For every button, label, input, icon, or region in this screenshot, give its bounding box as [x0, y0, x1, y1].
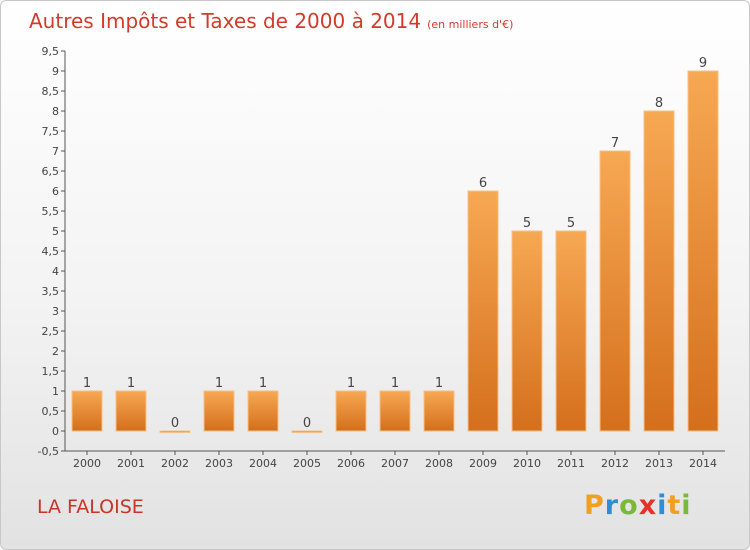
data-label-2000: 1 — [83, 376, 91, 391]
logo-letter: t — [667, 490, 682, 521]
y-tick-label: 6,5 — [42, 165, 60, 178]
y-tick-label: 0 — [52, 425, 59, 438]
proxiti-logo: Proxiti — [584, 490, 692, 521]
data-label-2002: 0 — [171, 416, 179, 431]
data-label-2012: 7 — [611, 136, 619, 151]
x-tick-label: 2009 — [469, 457, 497, 470]
y-tick-label: 7,5 — [42, 125, 60, 138]
data-label-2006: 1 — [347, 376, 355, 391]
bar-2001 — [115, 390, 147, 432]
y-tick-label: 8 — [52, 105, 59, 118]
bar-2007 — [379, 390, 411, 432]
x-tick-label: 2013 — [645, 457, 673, 470]
data-label-2009: 6 — [479, 176, 487, 191]
x-tick-label: 2001 — [117, 457, 145, 470]
y-tick-label: 6 — [52, 185, 59, 198]
x-tick-label: 2014 — [689, 457, 717, 470]
bar-2009 — [467, 190, 499, 432]
bar-2014 — [687, 70, 719, 432]
data-label-2003: 1 — [215, 376, 223, 391]
bar-2004 — [247, 390, 279, 432]
x-tick-label: 2008 — [425, 457, 453, 470]
data-label-2008: 1 — [435, 376, 443, 391]
x-tick-label: 2007 — [381, 457, 409, 470]
x-tick-label: 2010 — [513, 457, 541, 470]
y-tick-label: 0,5 — [42, 405, 60, 418]
bar-2005 — [291, 430, 323, 433]
y-tick-label: 3 — [52, 305, 59, 318]
x-tick-label: 2012 — [601, 457, 629, 470]
y-tick-label: 8,5 — [42, 85, 60, 98]
x-tick-label: 2002 — [161, 457, 189, 470]
x-tick-label: 2005 — [293, 457, 321, 470]
chart-axes: -0,5 0 0,5 1 1,5 2 2,5 3 3,5 4 4,5 5 5,5 6 6,5 7 7,5 8 8,5… — [38, 45, 725, 470]
bar-2000 — [71, 390, 103, 432]
y-tick-label: 9,5 — [42, 45, 60, 58]
bar-2011 — [555, 230, 587, 432]
data-label-2007: 1 — [391, 376, 399, 391]
bar-2002 — [159, 430, 191, 433]
y-tick-label: 3,5 — [42, 285, 60, 298]
bar-2008 — [423, 390, 455, 432]
y-tick-label: -0,5 — [38, 445, 59, 458]
x-tick-label: 2006 — [337, 457, 365, 470]
data-label-2001: 1 — [127, 376, 135, 391]
y-tick-label: 2 — [52, 345, 59, 358]
logo-letter: i — [657, 490, 668, 521]
y-tick-label: 5 — [52, 225, 59, 238]
x-tick-label: 2011 — [557, 457, 585, 470]
x-tick-label: 2003 — [205, 457, 233, 470]
bar-2010 — [511, 230, 543, 432]
y-tick-label: 4,5 — [42, 245, 60, 258]
logo-letter: P — [584, 490, 605, 521]
logo-letter: o — [619, 490, 639, 521]
logo-letter: r — [604, 490, 620, 521]
y-tick-label: 5,5 — [42, 205, 60, 218]
bar-2012 — [599, 150, 631, 432]
y-tick-label: 4 — [52, 265, 59, 278]
data-label-2004: 1 — [259, 376, 267, 391]
chart-data-labels: 1 1 0 1 1 0 1 1 1 6 5 5 7 8 9 — [83, 56, 707, 431]
y-tick-label: 2,5 — [42, 325, 60, 338]
chart-bars — [71, 70, 719, 433]
logo-letter: x — [638, 490, 658, 521]
bar-2006 — [335, 390, 367, 432]
data-label-2011: 5 — [567, 216, 575, 231]
data-label-2013: 8 — [655, 96, 663, 111]
y-tick-label: 1,5 — [42, 365, 60, 378]
y-tick-label: 9 — [52, 65, 59, 78]
commune-name: LA FALOISE — [37, 496, 144, 518]
y-tick-label: 1 — [52, 385, 59, 398]
logo-letter: i — [681, 490, 692, 521]
x-tick-label: 2000 — [73, 457, 101, 470]
chart-title-main: Autres Impôts et Taxes de 2000 à 2014 — [29, 9, 422, 33]
x-tick-label: 2004 — [249, 457, 277, 470]
chart-title-unit: (en milliers d'€) — [427, 18, 514, 31]
chart-title: Autres Impôts et Taxes de 2000 à 2014 (en… — [29, 9, 513, 33]
data-label-2014: 9 — [699, 56, 707, 71]
data-label-2010: 5 — [523, 216, 531, 231]
y-tick-label: 7 — [52, 145, 59, 158]
bar-2003 — [203, 390, 235, 432]
bar-2013 — [643, 110, 675, 432]
data-label-2005: 0 — [303, 416, 311, 431]
